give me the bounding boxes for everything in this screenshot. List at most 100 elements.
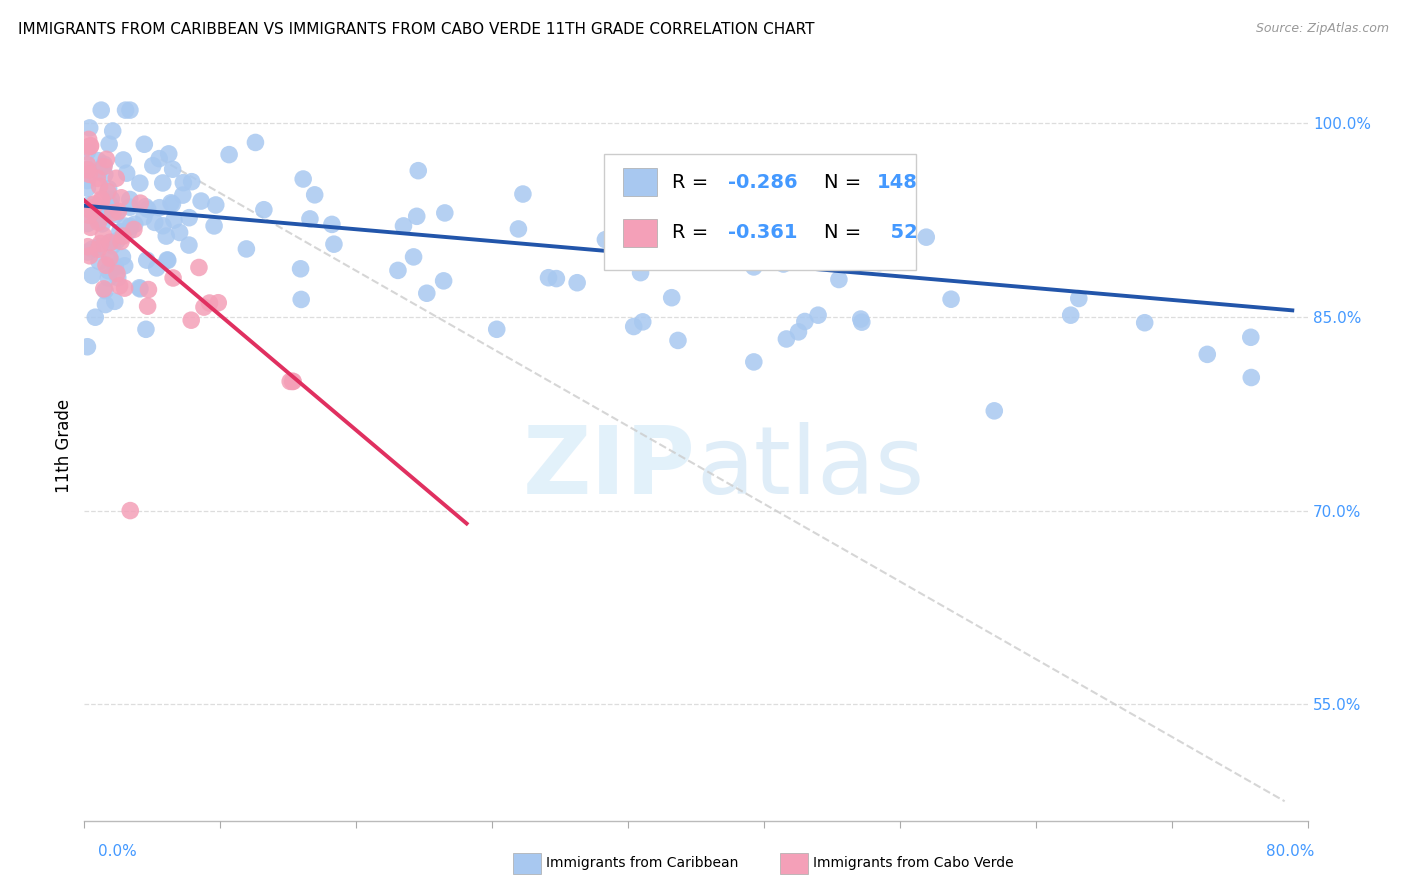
Point — [114, 281, 136, 295]
Point — [160, 195, 183, 210]
Point — [97, 263, 120, 277]
Point — [145, 260, 167, 275]
Point — [742, 260, 765, 274]
Point — [828, 272, 851, 286]
Point — [79, 220, 101, 235]
Point — [86, 211, 108, 226]
Point — [76, 158, 98, 172]
Point — [93, 205, 115, 219]
Point — [1060, 308, 1083, 322]
Text: N =: N = — [824, 173, 868, 192]
Point — [79, 249, 101, 263]
Point — [416, 286, 439, 301]
Point — [1240, 370, 1263, 384]
Point — [76, 181, 98, 195]
Point — [110, 191, 132, 205]
Point — [245, 136, 267, 150]
Point — [94, 168, 117, 182]
Point — [80, 204, 103, 219]
Point — [716, 219, 738, 233]
Point — [716, 253, 738, 268]
Point — [76, 202, 98, 216]
Point — [292, 172, 315, 186]
Point — [122, 222, 145, 236]
Point — [298, 211, 321, 226]
Point — [868, 255, 890, 269]
Text: N =: N = — [824, 223, 868, 242]
Point — [179, 211, 201, 225]
Point — [104, 294, 127, 309]
Point — [98, 235, 121, 250]
Point — [82, 242, 104, 256]
Point — [135, 322, 157, 336]
Point — [623, 319, 645, 334]
Point — [97, 182, 120, 196]
Point — [111, 250, 134, 264]
Point — [207, 295, 229, 310]
Point — [718, 238, 741, 252]
Point — [283, 375, 305, 389]
Point — [105, 207, 128, 221]
Text: Immigrants from Cabo Verde: Immigrants from Cabo Verde — [813, 856, 1014, 871]
Point — [405, 210, 427, 224]
Point — [433, 274, 456, 288]
Text: atlas: atlas — [696, 423, 924, 515]
Point — [202, 219, 225, 233]
Point — [114, 259, 136, 273]
Point — [915, 230, 938, 244]
Point — [169, 226, 191, 240]
Y-axis label: 11th Grade: 11th Grade — [55, 399, 73, 493]
Point — [321, 218, 343, 232]
Point — [433, 206, 456, 220]
Point — [187, 260, 209, 275]
Point — [79, 138, 101, 153]
Point — [87, 215, 110, 229]
Point — [172, 176, 194, 190]
Text: R =: R = — [672, 223, 714, 242]
Point — [787, 325, 810, 339]
Point — [87, 242, 110, 256]
Point — [193, 300, 215, 314]
Point — [83, 197, 105, 211]
Point — [135, 253, 157, 268]
Point — [134, 137, 156, 152]
Point — [93, 157, 115, 171]
Point — [98, 137, 121, 152]
Point — [100, 252, 122, 267]
Point — [117, 224, 139, 238]
Point — [90, 192, 112, 206]
Point — [508, 222, 530, 236]
Text: ZIP: ZIP — [523, 423, 696, 515]
Point — [630, 266, 652, 280]
Point — [218, 147, 240, 161]
Text: -0.286: -0.286 — [728, 173, 797, 192]
Text: Immigrants from Caribbean: Immigrants from Caribbean — [546, 856, 738, 871]
Point — [1067, 292, 1090, 306]
Point — [82, 268, 104, 283]
Point — [157, 147, 180, 161]
Point — [86, 171, 108, 186]
Point — [94, 297, 117, 311]
Point — [537, 270, 560, 285]
Point — [112, 153, 135, 167]
Point — [129, 282, 152, 296]
Point — [93, 160, 115, 174]
Point — [76, 162, 98, 177]
Text: 0.0%: 0.0% — [98, 845, 138, 859]
Point — [190, 194, 212, 208]
Point — [661, 291, 683, 305]
Point — [76, 173, 98, 187]
Point — [84, 310, 107, 325]
Point — [118, 193, 141, 207]
Point — [76, 162, 98, 177]
Point — [162, 271, 184, 285]
Point — [772, 257, 794, 271]
Point — [278, 375, 301, 389]
Point — [807, 308, 830, 322]
Point — [101, 124, 124, 138]
Point — [762, 234, 785, 248]
Point — [323, 237, 346, 252]
Point — [87, 164, 110, 178]
Point — [114, 219, 136, 233]
Point — [142, 159, 165, 173]
